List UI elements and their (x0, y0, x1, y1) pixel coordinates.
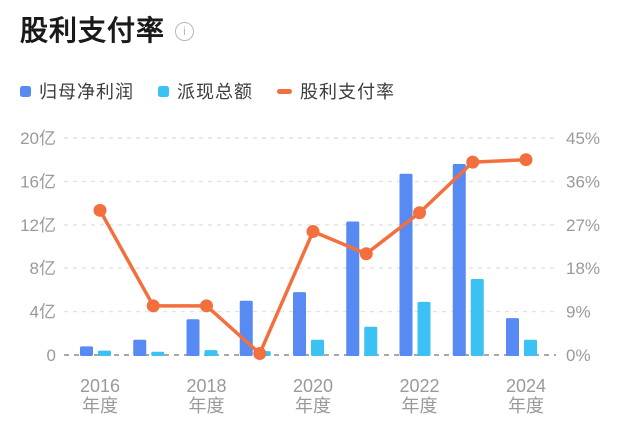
x-axis-label-2024: 2024 年度 (506, 376, 546, 416)
bar-dividend-total-2018[interactable] (204, 350, 218, 356)
payout-ratio-line (93, 153, 533, 361)
payout-ratio-point-2019[interactable] (253, 347, 267, 361)
bars-net-profit (80, 164, 519, 356)
bar-net-profit-2018[interactable] (186, 319, 200, 356)
left-axis-tick-label: 20亿 (20, 129, 56, 148)
right-axis-tick-label: 45% (566, 129, 600, 148)
info-icon[interactable]: i (175, 21, 195, 41)
legend-label-payout-ratio: 股利支付率 (300, 82, 395, 102)
x-axis-label-2016: 2016 年度 (80, 376, 120, 416)
legend-marker-net-profit-icon (20, 85, 31, 97)
legend-label-dividend-total: 派现总额 (177, 82, 253, 102)
right-axis-tick-label: 27% (566, 216, 600, 235)
right-axis-tick-label: 9% (566, 303, 591, 322)
bar-net-profit-2016[interactable] (80, 346, 93, 356)
bar-dividend-total-2016[interactable] (98, 350, 111, 356)
bar-net-profit-2017[interactable] (133, 339, 147, 356)
right-axis-tick-label: 36% (566, 172, 600, 191)
bar-net-profit-2022[interactable] (399, 173, 413, 356)
legend-label-net-profit: 归母净利润 (39, 82, 134, 102)
legend-item-payout-ratio[interactable]: 股利支付率 (277, 78, 395, 104)
payout-ratio-point-2018[interactable] (200, 299, 213, 313)
bar-dividend-total-2021[interactable] (364, 326, 378, 356)
left-axis-tick-label: 4亿 (30, 303, 56, 322)
x-axis-label-2022: 2022 年度 (399, 376, 439, 416)
x-axis-label-2020: 2020 年度 (293, 376, 333, 416)
left-axis-tick-label: 16亿 (20, 172, 56, 191)
bar-net-profit-2021[interactable] (346, 221, 360, 356)
header: 股利支付率 i (20, 14, 195, 48)
chart-legend: 归母净利润 派现总额 股利支付率 (20, 78, 395, 104)
bar-dividend-total-2024[interactable] (524, 339, 537, 356)
payout-ratio-point-2016[interactable] (93, 203, 107, 217)
payout-ratio-point-2022[interactable] (413, 206, 426, 220)
left-axis-tick-label: 0 (47, 346, 56, 365)
legend-item-dividend-total[interactable]: 派现总额 (158, 78, 253, 104)
payout-ratio-point-2024[interactable] (519, 153, 533, 167)
payout-ratio-point-2017[interactable] (146, 299, 160, 313)
right-axis-tick-label: 0% (566, 346, 591, 365)
legend-marker-dividend-total-icon (158, 85, 169, 97)
payout-ratio-point-2023[interactable] (466, 155, 480, 169)
payout-ratio-point-2021[interactable] (359, 247, 373, 261)
left-axis-tick-label: 8亿 (30, 259, 56, 278)
legend-item-net-profit[interactable]: 归母净利润 (20, 78, 134, 104)
bar-dividend-total-2020[interactable] (311, 339, 324, 356)
payout-ratio-point-2020[interactable] (306, 225, 320, 239)
legend-marker-payout-ratio-icon (277, 88, 292, 94)
x-axis-label-2018: 2018 年度 (186, 376, 226, 416)
left-axis-tick-label: 12亿 (20, 216, 56, 235)
bars-dividend-total (98, 279, 537, 356)
page-title: 股利支付率 (20, 15, 166, 46)
right-axis-tick-label: 18% (566, 259, 600, 278)
bar-dividend-total-2022[interactable] (417, 301, 431, 356)
bar-dividend-total-2017[interactable] (151, 351, 165, 356)
x-axis-labels: 2016 年度 2018 年度 2020 年度 2022 年度 2024 年度 (80, 376, 546, 416)
bar-net-profit-2024[interactable] (506, 318, 519, 356)
bar-net-profit-2023[interactable] (452, 164, 466, 356)
bar-dividend-total-2023[interactable] (470, 279, 484, 356)
bar-net-profit-2020[interactable] (293, 292, 306, 356)
